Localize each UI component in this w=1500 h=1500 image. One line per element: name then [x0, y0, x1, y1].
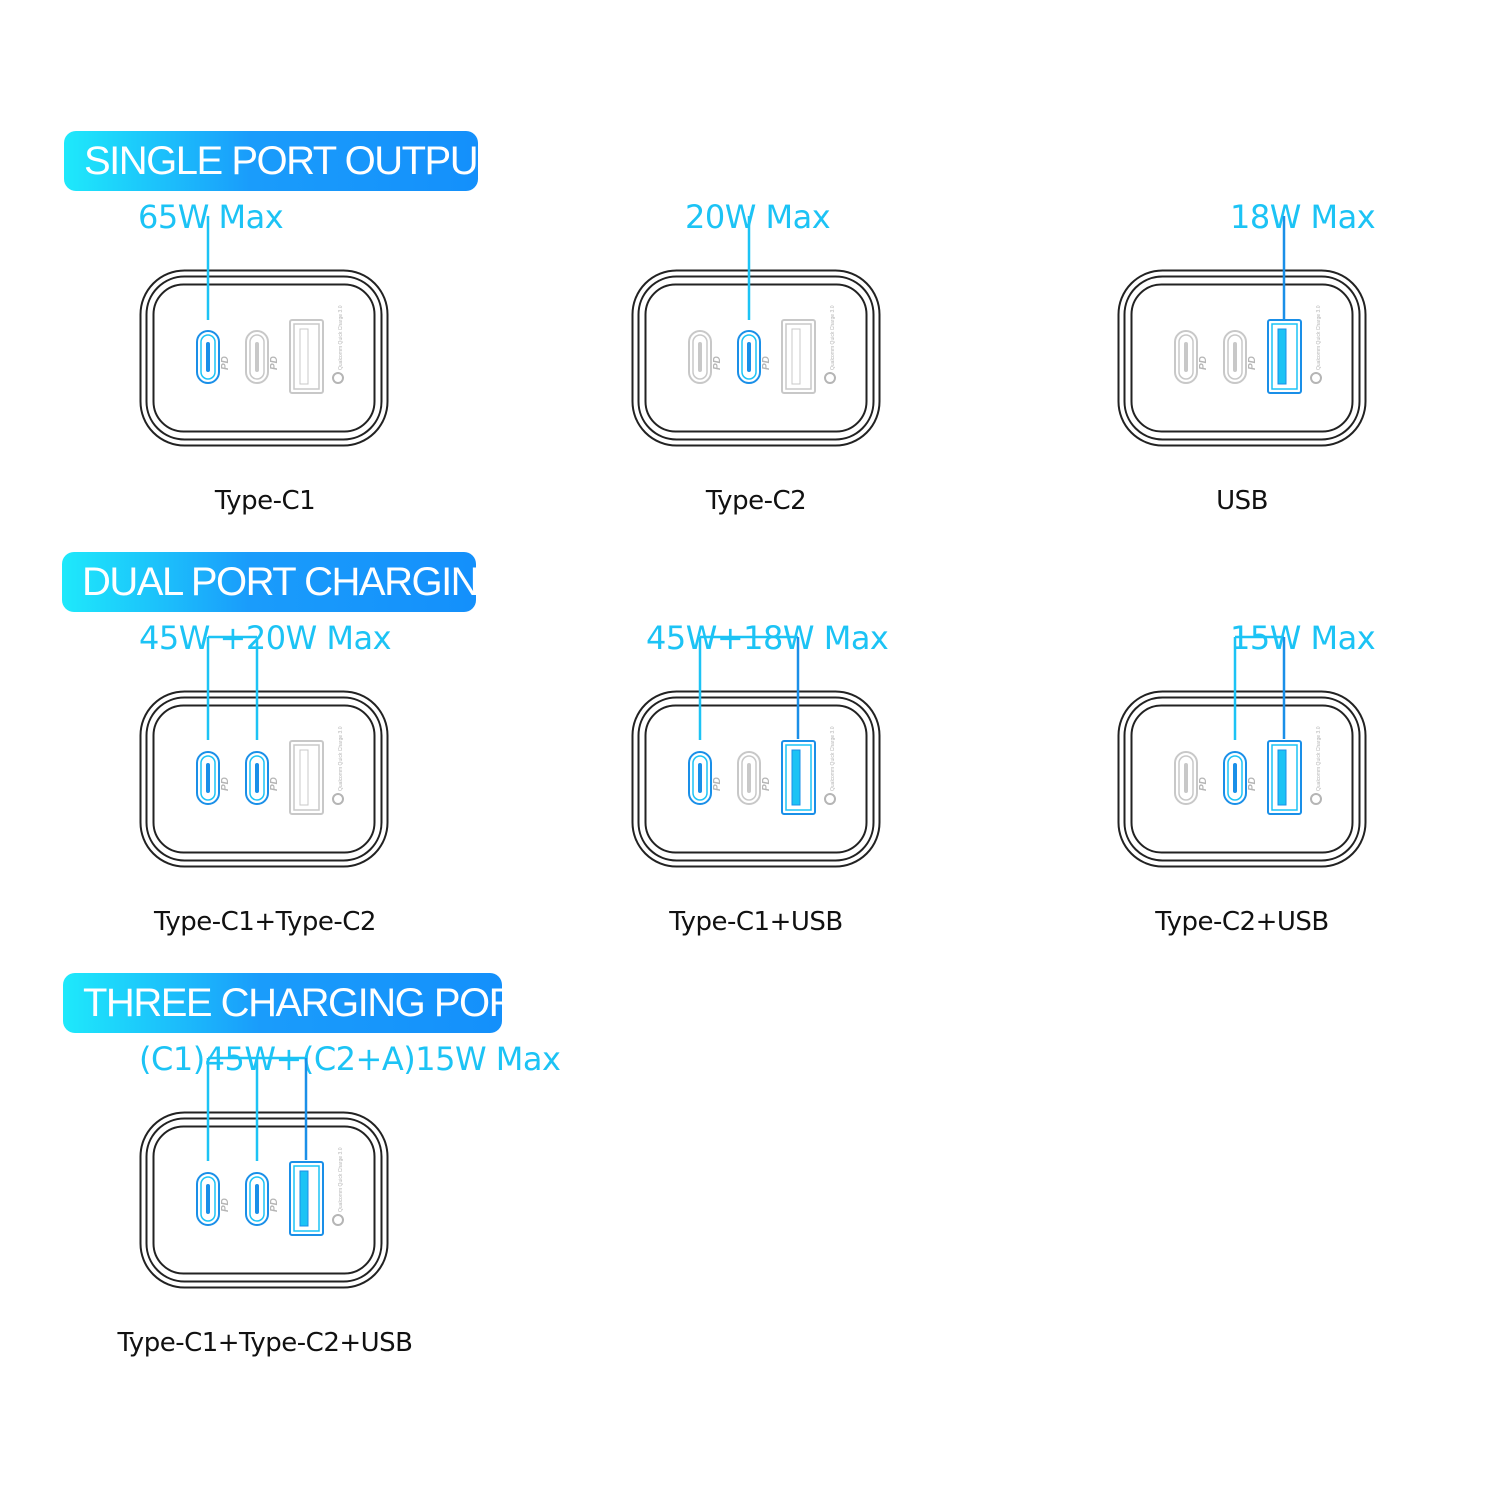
- charger-outline: [1117, 690, 1367, 868]
- charger-outline: [139, 269, 389, 447]
- charger-diagram: PD PD Qualcomm Quick Charge 3.0: [139, 216, 389, 447]
- svg-text:Qualcomm Quick Charge 3.0: Qualcomm Quick Charge 3.0: [830, 305, 836, 370]
- usb-c-port-c1: PD: [196, 751, 231, 805]
- charger-outline: [631, 690, 881, 868]
- charger-outline: [644, 283, 868, 433]
- usb-c-port-c1: PD: [688, 751, 723, 805]
- svg-text:Qualcomm Quick Charge 3.0: Qualcomm Quick Charge 3.0: [338, 1147, 344, 1212]
- charger-outline: [152, 283, 376, 433]
- max-wattage-label: 20W Max: [685, 198, 831, 236]
- quick-charge-logo: Qualcomm Quick Charge 3.0: [1310, 726, 1322, 805]
- usb-c-port-c2: PD: [245, 1172, 280, 1226]
- pd-logo: PD: [712, 777, 723, 791]
- pd-logo: PD: [269, 356, 280, 370]
- charger-outline: [152, 704, 376, 854]
- usb-a-port: [781, 740, 816, 815]
- port-combination-label: Type-C2: [705, 486, 807, 516]
- charger-diagram: PD PD Qualcomm Quick Charge 3.0: [139, 635, 389, 868]
- charger-item: 18W Max USB PD PD Qualcomm Quick Charge 3.0: [1117, 198, 1500, 518]
- charger-item: 15W Max Type-C2+USB PD PD Qualcomm Quick Cha…: [1117, 619, 1500, 939]
- port-combination-label: Type-C1+Type-C2+USB: [117, 1328, 413, 1358]
- charger-outline: [1130, 283, 1354, 433]
- usb-c-port-c2: PD: [1223, 330, 1258, 384]
- charger-diagram: PD PD Qualcomm Quick Charge 3.0: [139, 1056, 389, 1289]
- charger-outline: [637, 696, 875, 862]
- charger-outline: [152, 1125, 376, 1275]
- port-combination-label: Type-C1+Type-C2: [154, 907, 376, 937]
- section-header-single-port: SINGLE PORT OUTPUT: [64, 131, 502, 191]
- quick-charge-logo: Qualcomm Quick Charge 3.0: [824, 305, 836, 384]
- usb-c-port-c1: PD: [1174, 330, 1209, 384]
- svg-text:Qualcomm Quick Charge 3.0: Qualcomm Quick Charge 3.0: [1316, 305, 1322, 370]
- charger-outline: [145, 696, 383, 862]
- charger-outline: [145, 275, 383, 441]
- charger-diagram: PD PD Qualcomm Quick Charge 3.0: [631, 216, 881, 447]
- charger-item: (C1)45W+(C2+A)15W Max Type-C1+Type-C2+USB…: [117, 1040, 560, 1360]
- max-wattage-label: 45W +20W Max: [139, 619, 392, 657]
- port-combination-label: Type-C1+USB: [669, 907, 843, 937]
- usb-c-port-c1: PD: [1174, 751, 1209, 805]
- charger-outline: [139, 690, 389, 868]
- charger-outline: [637, 275, 875, 441]
- pd-logo: PD: [1198, 777, 1209, 791]
- usb-c-port-c1: PD: [688, 330, 723, 384]
- usb-c-port-c1: PD: [196, 1172, 231, 1226]
- pd-logo: PD: [1198, 356, 1209, 370]
- max-wattage-label: (C1)45W+(C2+A)15W Max: [139, 1040, 561, 1078]
- pd-logo: PD: [220, 1198, 231, 1212]
- pd-logo: PD: [269, 1198, 280, 1212]
- usb-a-port: [1267, 319, 1302, 394]
- pd-logo: PD: [269, 777, 280, 791]
- quick-charge-logo: Qualcomm Quick Charge 3.0: [824, 726, 836, 805]
- pd-logo: PD: [220, 777, 231, 791]
- usb-c-port-c2: PD: [245, 330, 280, 384]
- charger-outline: [1123, 696, 1361, 862]
- usb-c-port-c2: PD: [737, 751, 772, 805]
- port-combination-label: USB: [1216, 486, 1268, 516]
- charger-outline: [1130, 704, 1354, 854]
- usb-a-port: [289, 740, 324, 815]
- usb-a-port: [289, 319, 324, 394]
- max-wattage-label: 65W Max: [138, 198, 284, 236]
- charger-outline: [644, 704, 868, 854]
- svg-text:Qualcomm Quick Charge 3.0: Qualcomm Quick Charge 3.0: [338, 305, 344, 370]
- max-wattage-label: 18W Max: [1230, 198, 1376, 236]
- charger-outline: [631, 269, 881, 447]
- quick-charge-logo: Qualcomm Quick Charge 3.0: [1310, 305, 1322, 384]
- section-header-three-ports: THREE CHARGING PORTS: [63, 973, 565, 1033]
- charger-item: 45W+18W Max Type-C1+USB PD PD Qualcomm Quick…: [631, 619, 1032, 939]
- pd-logo: PD: [712, 356, 723, 370]
- pd-logo: PD: [1247, 777, 1258, 791]
- quick-charge-logo: Qualcomm Quick Charge 3.0: [332, 1147, 344, 1226]
- port-combination-label: Type-C1: [214, 486, 316, 516]
- quick-charge-logo: Qualcomm Quick Charge 3.0: [332, 305, 344, 384]
- pd-logo: PD: [761, 356, 772, 370]
- usb-c-port-c1: PD: [196, 330, 231, 384]
- pd-logo: PD: [1247, 356, 1258, 370]
- section-header-dual-port: DUAL PORT CHARGING: [62, 552, 509, 612]
- svg-text:Qualcomm Quick Charge 3.0: Qualcomm Quick Charge 3.0: [338, 726, 344, 791]
- charger-diagram: PD PD Qualcomm Quick Charge 3.0: [1117, 635, 1367, 868]
- charger-item: 20W Max Type-C2 PD PD Qualcomm Quick Charge …: [631, 198, 1032, 518]
- svg-text:Qualcomm Quick Charge 3.0: Qualcomm Quick Charge 3.0: [1316, 726, 1322, 791]
- charger-item: 65W Max Type-C1 PD PD Qualcomm Quick Charge …: [138, 198, 540, 518]
- pd-logo: PD: [220, 356, 231, 370]
- charger-diagram: PD PD Qualcomm Quick Charge 3.0: [1117, 216, 1367, 447]
- charger-outline: [1123, 275, 1361, 441]
- usb-c-port-c2: PD: [737, 330, 772, 384]
- charger-outline: [1117, 269, 1367, 447]
- charger-outline: [139, 1111, 389, 1289]
- charger-diagram: PD PD Qualcomm Quick Charge 3.0: [631, 635, 881, 868]
- port-combination-label: Type-C2+USB: [1155, 907, 1329, 937]
- usb-a-port: [781, 319, 816, 394]
- charger-outline: [145, 1117, 383, 1283]
- quick-charge-logo: Qualcomm Quick Charge 3.0: [332, 726, 344, 805]
- usb-c-port-c2: PD: [1223, 751, 1258, 805]
- usb-c-port-c2: PD: [245, 751, 280, 805]
- pd-logo: PD: [761, 777, 772, 791]
- usb-a-port: [289, 1161, 324, 1236]
- charger-item: 45W +20W Max Type-C1+Type-C2 PD PD Qualcomm …: [139, 619, 540, 939]
- usb-a-port: [1267, 740, 1302, 815]
- svg-text:Qualcomm Quick Charge 3.0: Qualcomm Quick Charge 3.0: [830, 726, 836, 791]
